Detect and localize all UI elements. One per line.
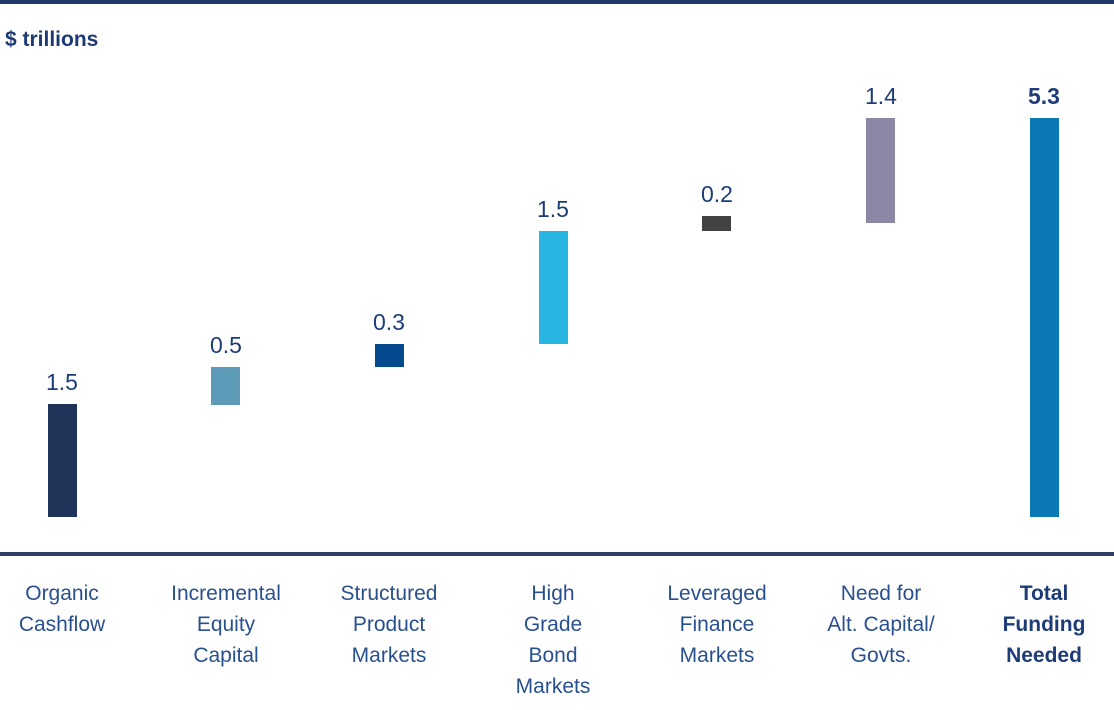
value-label-organic-cashflow: 1.5 xyxy=(46,369,78,395)
bar-need-for-alt-capital-govts xyxy=(866,118,895,223)
category-label-organic-cashflow: Organic Cashflow xyxy=(18,582,106,636)
axis-unit-label: $ trillions xyxy=(5,28,99,51)
value-label-structured-product-markets: 0.3 xyxy=(373,309,405,335)
top-border-line xyxy=(0,0,1114,4)
category-axis: Organic Cashflow Incremental Equity Capital S… xyxy=(0,578,1114,710)
value-label-high-grade-bond-markets: 1.5 xyxy=(537,196,569,222)
category-label-leveraged-finance-markets: Leveraged Finance Markets xyxy=(667,582,767,667)
bar-total-funding-needed xyxy=(1030,118,1059,517)
category-label-total-funding-needed: Total Funding Needed xyxy=(1002,582,1086,667)
category-label-high-grade-bond-markets: High Grade Bond Markets xyxy=(515,582,591,698)
value-label-need-for-alt-capital-govts: 1.4 xyxy=(865,83,897,109)
value-label-total-funding-needed: 5.3 xyxy=(1028,83,1060,109)
bar-leveraged-finance-markets xyxy=(702,216,731,231)
value-label-leveraged-finance-markets: 0.2 xyxy=(701,181,733,207)
category-label-structured-product-markets: Structured Product Markets xyxy=(340,582,438,667)
category-label-need-for-alt-capital-govts: Need for Alt. Capital/Govts. xyxy=(827,582,935,667)
baseline-divider xyxy=(0,552,1114,556)
bar-incremental-equity-capital xyxy=(211,367,240,405)
waterfall-chart: 1.5 0.5 0.3 1.5 0.2 1.4 5.3 xyxy=(46,83,1060,517)
bar-organic-cashflow xyxy=(48,404,77,517)
bar-high-grade-bond-markets xyxy=(539,231,568,344)
value-label-incremental-equity-capital: 0.5 xyxy=(210,332,242,358)
bar-structured-product-markets xyxy=(375,344,404,367)
category-label-incremental-equity-capital: Incremental Equity Capital xyxy=(171,582,281,667)
